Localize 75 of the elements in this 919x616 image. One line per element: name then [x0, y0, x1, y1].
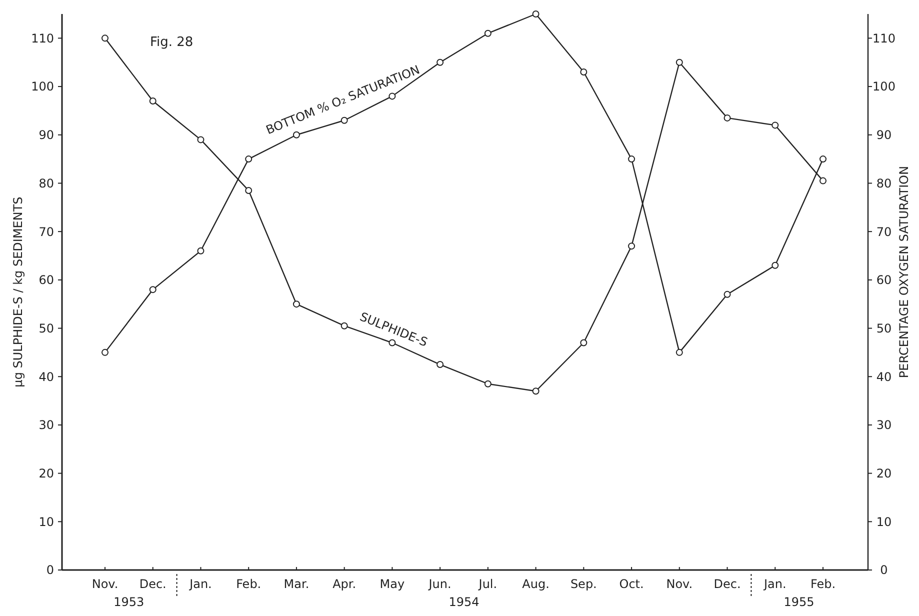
- point: [628, 156, 636, 163]
- y2-tick-label: 110: [872, 31, 896, 46]
- point: [628, 242, 636, 250]
- point: [532, 10, 540, 18]
- point: [676, 58, 683, 66]
- point: [340, 322, 348, 330]
- point: [820, 177, 826, 184]
- y-tick-label: 90: [38, 128, 54, 142]
- x-tick-label: Jan.: [188, 577, 212, 591]
- y-tick-label: 20: [38, 466, 54, 481]
- y2-tick-label: 60: [876, 273, 892, 288]
- point: [245, 156, 252, 163]
- point: [772, 122, 779, 129]
- point: [820, 156, 826, 163]
- x-tick-label: Nov.: [92, 577, 118, 591]
- point: [676, 348, 683, 356]
- point: [724, 290, 731, 298]
- y2-tick-label: 30: [876, 418, 892, 432]
- x-tick-label: Apr.: [332, 577, 356, 591]
- point: [197, 247, 204, 254]
- point: [772, 262, 779, 269]
- x-tick-label: Jun.: [428, 577, 452, 591]
- y-tick-label: 10: [38, 514, 54, 529]
- point: [292, 300, 300, 308]
- point: [245, 186, 252, 194]
- point: [102, 34, 108, 42]
- y2-tick-label: 10: [876, 514, 892, 529]
- point: [197, 136, 204, 144]
- x-tick-label: Sep.: [570, 577, 597, 591]
- y2-tick-label: 80: [876, 176, 892, 190]
- point: [436, 58, 444, 66]
- point: [580, 68, 588, 76]
- y-tick-label: 30: [38, 418, 54, 432]
- text: 1954: [448, 595, 480, 609]
- point: [149, 286, 156, 294]
- x-tick-label: Jul.: [478, 577, 498, 591]
- x-tick-label: Dec.: [714, 577, 741, 591]
- y2-axis-title: PERCENTAGE OXYGEN SATURATION: [897, 166, 911, 378]
- text: 1953: [114, 595, 144, 609]
- x-tick-label: Aug.: [522, 577, 550, 591]
- x-tick-label: Dec.: [139, 577, 166, 591]
- x-tick-label: Jan.: [762, 577, 786, 591]
- y-tick-label: 0: [46, 563, 54, 578]
- x-tick-label: Mar.: [284, 577, 310, 591]
- annotation: Fig. 28: [150, 35, 194, 50]
- y-axis-title: µg SULPHIDE-S / kg SEDIMENTS: [11, 196, 25, 388]
- point: [484, 30, 492, 37]
- x-tick-label: Oct.: [619, 577, 644, 591]
- point: [532, 388, 540, 395]
- x-tick-label: May: [380, 577, 405, 591]
- y2-tick-label: 100: [872, 80, 896, 94]
- y-tick-label: 70: [38, 224, 54, 239]
- point: [724, 114, 731, 122]
- y2-tick-label: 0: [880, 563, 888, 578]
- y-tick-label: 100: [31, 80, 54, 94]
- point: [340, 116, 348, 124]
- point: [102, 348, 108, 356]
- text: 1955: [784, 595, 814, 609]
- y-tick-label: 40: [38, 370, 54, 384]
- x-tick-label: Feb.: [810, 577, 836, 591]
- y-tick-label: 60: [38, 273, 54, 288]
- x-tick-label: Feb.: [236, 577, 262, 591]
- x-tick-label: Nov.: [666, 577, 693, 591]
- y2-tick-label: 70: [876, 224, 892, 239]
- y2-tick-label: 40: [876, 370, 892, 384]
- y-tick-label: 80: [38, 176, 54, 190]
- y-tick-label: 110: [31, 31, 54, 46]
- y2-tick-label: 90: [876, 128, 892, 142]
- y-tick-label: 50: [38, 321, 54, 336]
- point: [484, 380, 492, 388]
- y2-tick-label: 50: [876, 321, 892, 336]
- y2-tick-label: 20: [876, 466, 892, 481]
- point: [149, 98, 156, 105]
- point: [436, 361, 444, 368]
- point: [580, 339, 588, 346]
